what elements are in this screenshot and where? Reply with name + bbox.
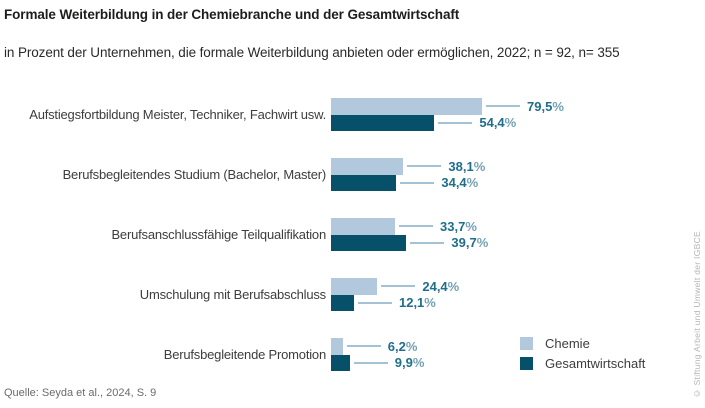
category-label: Berufsbegleitende Promotion (163, 347, 326, 362)
value-digits: 38,1 (448, 158, 474, 174)
bar-row-gesamtwirtschaft: 9,9% (331, 354, 425, 371)
bar-chemie (331, 158, 404, 175)
copyright-vertical-text: © Stiftung Arbeit und Umwelt der IGBCE (692, 230, 702, 398)
connector-line (353, 361, 388, 364)
bar-row-chemie: 33,7% (331, 218, 477, 235)
connector-line (357, 301, 392, 304)
value-label: 38,1% (448, 159, 485, 174)
value-label: 33,7% (440, 219, 477, 234)
category-label: Umschulung mit Berufsabschluss (139, 287, 326, 302)
value-label: 79,5% (527, 99, 564, 114)
connector-line (399, 225, 434, 228)
connector-line (410, 241, 445, 244)
value-label: 6,2% (388, 339, 418, 354)
percent-sign: % (447, 278, 460, 294)
source-note: Quelle: Seyda et al., 2024, S. 9 (4, 387, 157, 399)
value-label: 24,4% (422, 279, 459, 294)
value-label: 34,4% (441, 175, 478, 190)
percent-sign: % (412, 355, 425, 371)
bar-row-chemie: 24,4% (331, 278, 459, 295)
value-label: 54,4% (479, 115, 516, 130)
value-digits: 9,9 (394, 355, 413, 371)
legend-item: Gesamtwirtschaft (520, 355, 646, 371)
value-label: 39,7% (451, 235, 488, 250)
connector-line (346, 345, 381, 348)
bar-gesamtwirtschaft (331, 234, 407, 251)
category-label: Berufsanschlussfähige Teilqualifikation (111, 227, 326, 242)
bar-gesamtwirtschaft (331, 354, 350, 371)
bar-chemie (331, 338, 343, 355)
bar-gesamtwirtschaft (331, 294, 354, 311)
chart-title: Formale Weiterbildung in der Chemiebranc… (4, 7, 460, 22)
percent-sign: % (552, 98, 564, 114)
legend-label: Gesamtwirtschaft (545, 355, 646, 371)
percent-sign: % (504, 115, 517, 131)
legend: Chemie Gesamtwirtschaft (520, 336, 645, 376)
bar-row-gesamtwirtschaft: 34,4% (331, 174, 478, 191)
percent-sign: % (476, 235, 489, 251)
value-digits: 39,7 (451, 235, 477, 251)
percent-sign: % (465, 218, 477, 234)
legend-label: Chemie (545, 335, 590, 351)
chart-subtitle: in Prozent der Unternehmen, die formale … (4, 45, 620, 60)
connector-line (407, 165, 442, 168)
bar-gesamtwirtschaft (331, 174, 397, 191)
bar-row-chemie: 79,5% (331, 98, 564, 115)
value-digits: 79,5 (527, 98, 553, 114)
value-digits: 12,1 (398, 295, 425, 311)
value-digits: 6,2 (387, 338, 406, 354)
legend-item: Chemie (520, 335, 645, 351)
percent-sign: % (424, 295, 436, 311)
value-label: 9,9% (395, 355, 425, 370)
bar-row-chemie: 38,1% (331, 158, 485, 175)
percent-sign: % (473, 158, 486, 174)
legend-swatch-gesamtwirtschaft (520, 356, 533, 370)
percent-sign: % (466, 175, 479, 191)
bar-chemie (331, 278, 378, 295)
value-digits: 33,7 (440, 218, 466, 234)
grouped-bar-chart: Aufstiegsfortbildung Meister, Techniker,… (0, 98, 705, 372)
bar-row-gesamtwirtschaft: 39,7% (331, 234, 488, 251)
category-label: Aufstiegsfortbildung Meister, Techniker,… (29, 107, 326, 122)
category-label: Berufsbegleitendes Studium (Bachelor, Ma… (62, 167, 327, 182)
connector-line (438, 121, 473, 124)
value-digits: 34,4 (441, 175, 467, 191)
bar-row-gesamtwirtschaft: 12,1% (331, 294, 436, 311)
legend-swatch-chemie (520, 336, 533, 350)
bar-chemie (331, 218, 396, 235)
bar-row-chemie: 6,2% (331, 338, 417, 355)
value-digits: 54,4 (479, 115, 505, 131)
value-label: 12,1% (399, 295, 436, 310)
percent-sign: % (405, 338, 418, 354)
connector-line (381, 285, 416, 288)
bar-row-gesamtwirtschaft: 54,4% (331, 114, 516, 131)
value-digits: 24,4 (422, 278, 448, 294)
bar-gesamtwirtschaft (331, 114, 435, 131)
bar-chemie (331, 98, 483, 115)
connector-line (400, 181, 435, 184)
connector-line (486, 105, 521, 108)
